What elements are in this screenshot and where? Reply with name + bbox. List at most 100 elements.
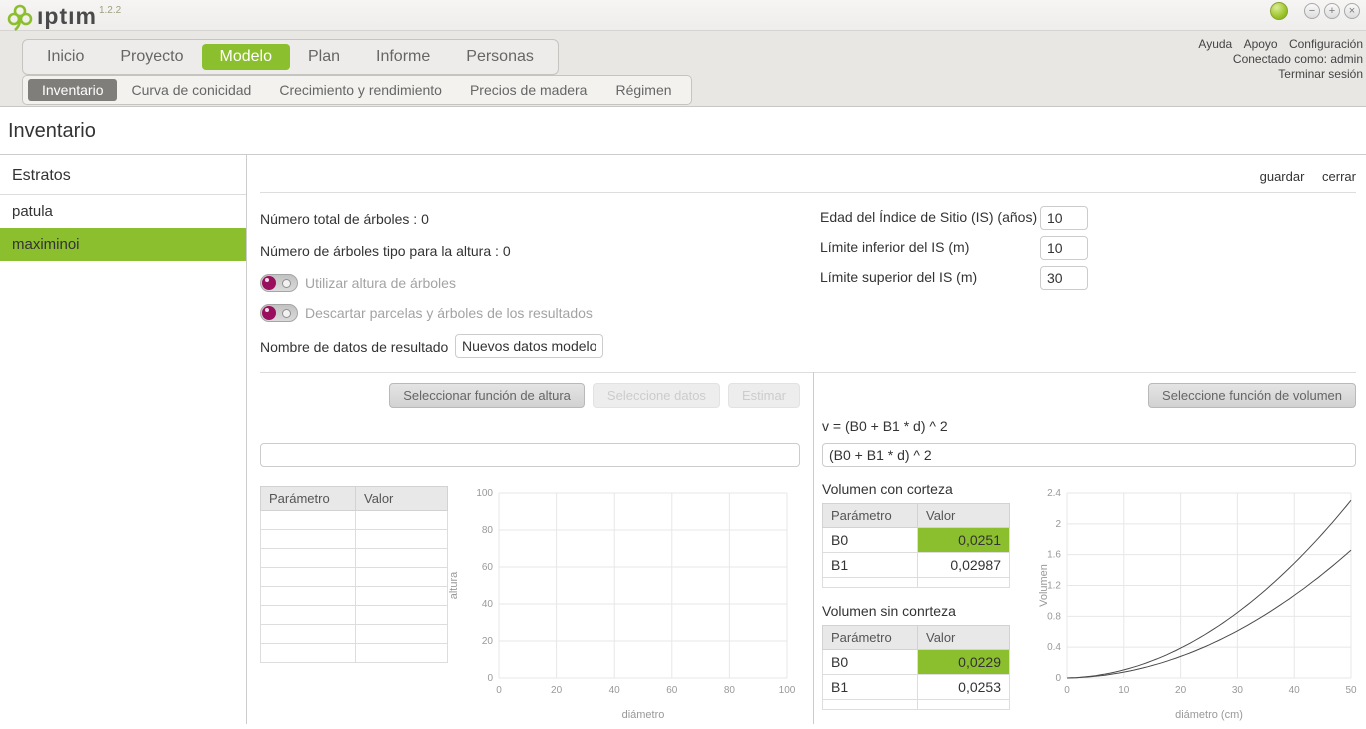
- param-column-header: Parámetro: [822, 625, 918, 650]
- subtab-regimen[interactable]: Régimen: [615, 82, 672, 98]
- site-index-age-input[interactable]: [1040, 206, 1088, 230]
- svg-text:100: 100: [476, 488, 493, 499]
- svg-text:diámetro (cm): diámetro (cm): [1175, 709, 1243, 721]
- site-index-upper-label: Límite superior del IS (m): [820, 269, 978, 285]
- sidebar-item-maximinoi[interactable]: maximinoi: [0, 228, 246, 261]
- top-bar: ıptım 1.2.2 − + ×: [0, 0, 1366, 31]
- value-cell: [355, 643, 448, 663]
- svg-text:50: 50: [1345, 685, 1357, 696]
- svg-text:40: 40: [482, 599, 494, 610]
- tab-proyecto[interactable]: Proyecto: [120, 48, 184, 65]
- value-cell: [355, 624, 448, 644]
- without-bark-title: Volumen sin conrteza: [822, 603, 956, 619]
- divider: [260, 372, 1356, 373]
- param-cell: B1: [822, 674, 918, 700]
- estimate-button[interactable]: Estimar: [727, 383, 800, 408]
- site-index-lower-input[interactable]: [1040, 236, 1088, 260]
- site-index-age-label: Edad del Índice de Sitio (IS) (años): [820, 209, 1038, 225]
- total-trees-value: 0: [421, 211, 429, 227]
- total-trees-label: Número total de árboles :: [260, 211, 418, 227]
- tab-informe[interactable]: Informe: [376, 48, 431, 65]
- status-indicator-icon: [1270, 2, 1288, 20]
- tab-personas[interactable]: Personas: [466, 48, 534, 65]
- param-cell: B0: [822, 527, 918, 553]
- param-cell: [260, 529, 356, 549]
- sidebar-item-patula[interactable]: patula: [12, 203, 53, 220]
- minimize-button[interactable]: −: [1304, 3, 1320, 19]
- table-row: [260, 510, 448, 530]
- svg-text:2.4: 2.4: [1047, 488, 1061, 499]
- window-controls: − + ×: [1270, 2, 1360, 20]
- table-row: B1 0,0253: [822, 674, 1010, 700]
- guardar-link[interactable]: guardar: [1259, 169, 1305, 184]
- cerrar-link[interactable]: cerrar: [1322, 169, 1356, 184]
- subtab-curva-de-conicidad[interactable]: Curva de conicidad: [131, 82, 252, 98]
- value-cell: 0,0229: [917, 649, 1010, 675]
- value-cell: [355, 605, 448, 625]
- height-trees-value: 0: [502, 243, 511, 259]
- table-row: [260, 567, 448, 587]
- svg-text:1.2: 1.2: [1047, 581, 1061, 592]
- result-name-input[interactable]: [455, 334, 603, 358]
- divider: [260, 192, 1356, 193]
- with-bark-title: Volumen con corteza: [822, 481, 953, 497]
- tab-plan[interactable]: Plan: [307, 48, 341, 65]
- value-column-header: Valor: [917, 503, 1010, 528]
- clover-logo-icon: [7, 4, 33, 31]
- use-tree-height-toggle[interactable]: [260, 274, 298, 292]
- toggle-knob-icon: [262, 306, 276, 320]
- select-volume-function-button[interactable]: Seleccione función de volumen: [1148, 383, 1356, 408]
- value-column-header: Valor: [355, 486, 448, 511]
- table-row: [260, 586, 448, 606]
- sidebar-title: Estratos: [0, 155, 246, 195]
- svg-text:20: 20: [551, 685, 563, 696]
- with-bark-table: Parámetro Valor B0 0,0251 B1 0,02987: [822, 503, 1010, 588]
- svg-text:2: 2: [1055, 519, 1061, 530]
- app-version: 1.2.2: [98, 5, 122, 16]
- height-formula-input[interactable]: [260, 443, 800, 467]
- ayuda-link[interactable]: Ayuda: [1198, 37, 1233, 51]
- discard-plots-label: Descartar parcelas y árboles de los resu…: [305, 305, 593, 321]
- svg-text:1.6: 1.6: [1047, 550, 1061, 561]
- svg-text:80: 80: [482, 525, 494, 536]
- param-cell: [260, 586, 356, 606]
- volume-formula-input[interactable]: [822, 443, 1356, 467]
- select-height-function-button[interactable]: Seleccionar función de altura: [389, 383, 585, 408]
- close-button[interactable]: ×: [1344, 3, 1360, 19]
- main-panel: guardar cerrar Número total de árboles :…: [247, 155, 1366, 724]
- table-row: [260, 643, 448, 663]
- site-index-upper-input[interactable]: [1040, 266, 1088, 290]
- configuracion-link[interactable]: Configuración: [1288, 37, 1363, 51]
- svg-text:20: 20: [482, 636, 494, 647]
- apoyo-link[interactable]: Apoyo: [1243, 37, 1278, 51]
- subtab-crecimiento-y-rendimiento[interactable]: Crecimiento y rendimiento: [279, 82, 442, 98]
- logout-link[interactable]: Terminar sesión: [1278, 67, 1363, 81]
- table-row: [260, 624, 448, 644]
- svg-text:100: 100: [779, 685, 795, 696]
- select-data-button[interactable]: Seleccione datos: [592, 383, 720, 408]
- table-row: [260, 548, 448, 568]
- value-cell: [355, 586, 448, 606]
- param-column-header: Parámetro: [260, 486, 356, 511]
- toggle-off-icon: [282, 278, 291, 288]
- subtab-inventario[interactable]: Inventario: [28, 79, 118, 101]
- main-nav: Inicio Proyecto Modelo Plan Informe Pers…: [22, 39, 559, 75]
- param-cell: B0: [822, 649, 918, 675]
- param-column-header: Parámetro: [822, 503, 918, 528]
- tab-modelo[interactable]: Modelo: [201, 44, 290, 70]
- maximize-button[interactable]: +: [1324, 3, 1340, 19]
- title-row: Inventario: [0, 107, 1366, 155]
- user-menu-links: Ayuda Apoyo Configuración: [1190, 37, 1363, 52]
- value-cell: [355, 548, 448, 568]
- discard-plots-row: Descartar parcelas y árboles de los resu…: [260, 304, 593, 322]
- discard-plots-toggle[interactable]: [260, 304, 298, 322]
- svg-text:0: 0: [496, 685, 502, 696]
- subtab-precios-de-madera[interactable]: Precios de madera: [469, 82, 588, 98]
- panel-divider: [813, 372, 814, 724]
- svg-text:20: 20: [1175, 685, 1187, 696]
- svg-text:0: 0: [1064, 685, 1070, 696]
- volume-formula-label: v = (B0 + B1 * d) ^ 2: [822, 418, 948, 434]
- toggle-knob-icon: [262, 276, 276, 290]
- value-cell: [917, 577, 1010, 588]
- tab-inicio[interactable]: Inicio: [47, 48, 85, 65]
